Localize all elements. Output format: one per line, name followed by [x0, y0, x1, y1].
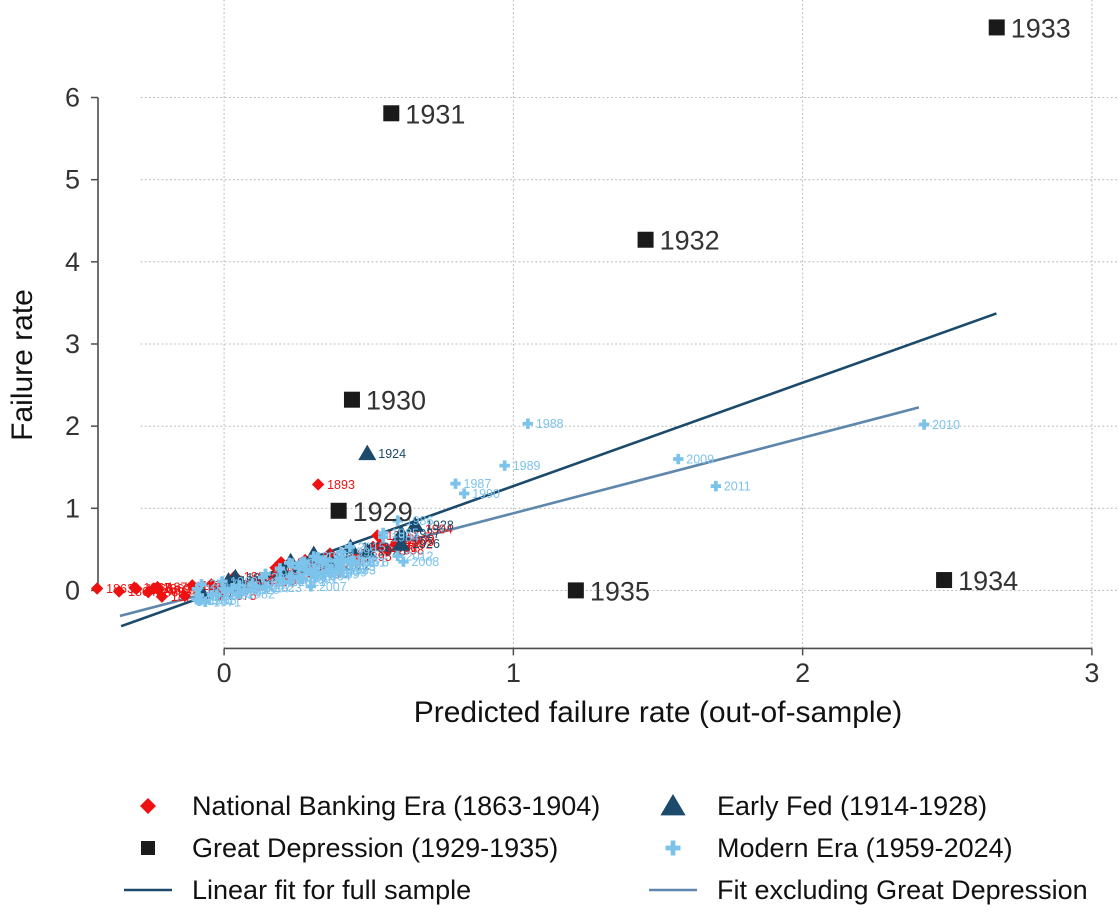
svg-text:1988: 1988 — [536, 417, 564, 431]
svg-text:1935: 1935 — [590, 576, 650, 606]
svg-text:5: 5 — [65, 165, 80, 195]
svg-text:2022: 2022 — [346, 555, 374, 569]
svg-text:3: 3 — [1084, 658, 1099, 688]
svg-text:2017: 2017 — [210, 578, 238, 592]
svg-text:1924: 1924 — [378, 447, 406, 461]
svg-text:0: 0 — [65, 575, 80, 605]
svg-text:1989: 1989 — [513, 459, 541, 473]
svg-text:2: 2 — [65, 411, 80, 441]
svg-text:6: 6 — [65, 83, 80, 113]
svg-text:1933: 1933 — [1011, 13, 1071, 43]
svg-text:1932: 1932 — [660, 226, 720, 256]
svg-text:Predicted failure rate (out-of: Predicted failure rate (out-of-sample) — [414, 696, 903, 729]
svg-text:3: 3 — [65, 329, 80, 359]
svg-text:1893: 1893 — [327, 478, 355, 492]
svg-text:National Banking Era (1863-190: National Banking Era (1863-1904) — [192, 791, 600, 821]
svg-text:2011: 2011 — [724, 480, 751, 494]
svg-text:1985: 1985 — [391, 526, 419, 540]
svg-text:1990: 1990 — [472, 487, 500, 501]
svg-text:2010: 2010 — [932, 418, 960, 432]
svg-text:1931: 1931 — [405, 99, 465, 129]
svg-text:2023: 2023 — [274, 581, 302, 595]
svg-text:Early Fed (1914-1928): Early Fed (1914-1928) — [717, 791, 987, 821]
svg-text:2012: 2012 — [406, 549, 434, 563]
svg-text:Linear fit for full sample: Linear fit for full sample — [192, 875, 471, 905]
svg-text:2009: 2009 — [686, 453, 714, 467]
svg-text:1930: 1930 — [366, 386, 426, 416]
svg-text:Great Depression (1929-1935): Great Depression (1929-1935) — [192, 833, 558, 863]
svg-text:1934: 1934 — [958, 566, 1018, 596]
svg-text:0: 0 — [217, 658, 232, 688]
svg-text:2021: 2021 — [298, 575, 326, 589]
svg-text:1929: 1929 — [353, 497, 413, 527]
svg-text:1: 1 — [506, 658, 521, 688]
svg-text:2: 2 — [795, 658, 810, 688]
svg-text:1: 1 — [65, 493, 80, 523]
svg-text:2015: 2015 — [358, 540, 386, 554]
svg-text:2024: 2024 — [312, 555, 340, 569]
svg-text:Modern Era (1959-2024): Modern Era (1959-2024) — [717, 833, 1013, 863]
svg-text:Failure rate: Failure rate — [6, 289, 39, 441]
svg-text:4: 4 — [65, 247, 80, 277]
svg-text:Fit excluding Great Depression: Fit excluding Great Depression — [717, 875, 1088, 905]
